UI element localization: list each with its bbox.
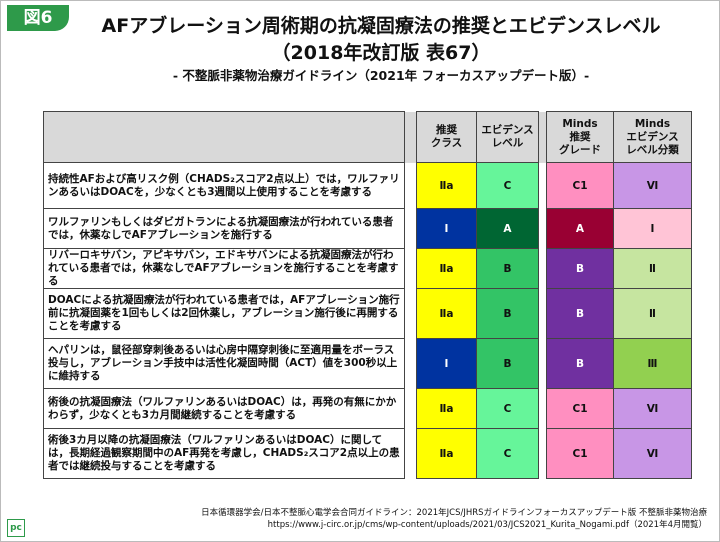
- recommendation-text: 術後3カ月以降の抗凝固療法（ワルファリンあるいはDOAC）に関しては，長期経過観…: [43, 428, 405, 479]
- header-cell: [43, 111, 405, 163]
- grade-cell: C1: [546, 388, 614, 429]
- table-row: 術後の抗凝固療法（ワルファリンあるいはDOAC）は，再発の有無にかかわらず，少な…: [43, 388, 692, 429]
- header-cell: エビデンス レベル: [476, 111, 539, 163]
- gap: [538, 388, 547, 429]
- recommendation-text: ヘパリンは，鼠径部穿刺後あるいは心房中隔穿刺後に至適用量をボーラス投与し，アブレ…: [43, 338, 405, 389]
- gap: [538, 428, 547, 479]
- grade-cell: B: [476, 288, 539, 339]
- grade-cell: C1: [546, 162, 614, 209]
- grade-cell: A: [476, 208, 539, 249]
- gap: [404, 388, 417, 429]
- recommendation-text: リバーロキサバン，アピキサバン，エドキサバンによる抗凝固療法が行われている患者で…: [43, 248, 405, 289]
- table-row: 持続性AFおよび高リスク例（CHADS₂スコア2点以上）では，ワルファリンあるい…: [43, 162, 692, 209]
- subtitle: - 不整脈非薬物治療ガイドライン（2021年 フォーカスアップデート版）-: [172, 68, 590, 83]
- grade-cell: Ⅰ: [416, 338, 477, 389]
- recommendation-text: ワルファリンもしくはダビガトランによる抗凝固療法が行われている患者では，休薬なし…: [43, 208, 405, 249]
- grade-cell: C: [476, 428, 539, 479]
- grade-cell: Ⅱa: [416, 388, 477, 429]
- logo: pc: [7, 519, 25, 537]
- gap: [538, 288, 547, 339]
- gap: [404, 111, 417, 163]
- gap: [404, 248, 417, 289]
- table-row: リバーロキサバン，アピキサバン，エドキサバンによる抗凝固療法が行われている患者で…: [43, 248, 692, 289]
- recommendation-text: DOACによる抗凝固療法が行われている患者では，AFアブレーション施行前に抗凝固…: [43, 288, 405, 339]
- recommendation-text: 持続性AFおよび高リスク例（CHADS₂スコア2点以上）では，ワルファリンあるい…: [43, 162, 405, 209]
- figure-badge: 図6: [7, 5, 69, 31]
- grade-cell: Ⅱa: [416, 288, 477, 339]
- gap: [404, 208, 417, 249]
- grade-cell: Ⅲ: [613, 338, 692, 389]
- grade-cell: Ⅵ: [613, 388, 692, 429]
- title-line: AFアブレーション周術期の抗凝固療法の推奨とエビデンスレベル: [101, 15, 661, 37]
- table-row: ヘパリンは，鼠径部穿刺後あるいは心房中隔穿刺後に至適用量をボーラス投与し，アブレ…: [43, 338, 692, 389]
- grade-cell: B: [546, 338, 614, 389]
- grade-cell: Ⅱa: [416, 428, 477, 479]
- grade-cell: Ⅰ: [416, 208, 477, 249]
- header-cell: Minds 推奨 グレード: [546, 111, 614, 163]
- grade-cell: Ⅰ: [613, 208, 692, 249]
- table-row: 術後3カ月以降の抗凝固療法（ワルファリンあるいはDOAC）に関しては，長期経過観…: [43, 428, 692, 479]
- grade-cell: B: [546, 248, 614, 289]
- table-row: DOACによる抗凝固療法が行われている患者では，AFアブレーション施行前に抗凝固…: [43, 288, 692, 339]
- gap: [538, 208, 547, 249]
- gap: [404, 428, 417, 479]
- grade-cell: B: [546, 288, 614, 339]
- grade-cell: B: [476, 248, 539, 289]
- recommendation-text: 術後の抗凝固療法（ワルファリンあるいはDOAC）は，再発の有無にかかわらず，少な…: [43, 388, 405, 429]
- gap: [404, 288, 417, 339]
- grade-cell: B: [476, 338, 539, 389]
- grade-cell: C1: [546, 428, 614, 479]
- gap: [538, 162, 547, 209]
- gap: [404, 338, 417, 389]
- gap: [404, 162, 417, 209]
- grade-cell: A: [546, 208, 614, 249]
- grade-cell: Ⅱa: [416, 162, 477, 209]
- grade-cell: C: [476, 162, 539, 209]
- source-line: 日本循環器学会/日本不整脈心電学会合同ガイドライン：2021年JCS/JHRSガ…: [201, 508, 707, 518]
- gap: [538, 111, 547, 163]
- header-cell: 推奨 クラス: [416, 111, 477, 163]
- title-line: （2018年改訂版 表67）: [271, 42, 491, 64]
- gap: [538, 248, 547, 289]
- table-row: ワルファリンもしくはダビガトランによる抗凝固療法が行われている患者では，休薬なし…: [43, 208, 692, 249]
- grade-cell: Ⅱ: [613, 288, 692, 339]
- grade-cell: Ⅵ: [613, 162, 692, 209]
- grade-cell: Ⅱ: [613, 248, 692, 289]
- gap: [538, 338, 547, 389]
- grade-cell: Ⅱa: [416, 248, 477, 289]
- header-cell: Minds エビデンス レベル分類: [613, 111, 692, 163]
- source: 日本循環器学会/日本不整脈心電学会合同ガイドライン：2021年JCS/JHRSガ…: [201, 507, 707, 531]
- source-line: https://www.j-circ.or.jp/cms/wp-content/…: [267, 520, 707, 530]
- grade-cell: C: [476, 388, 539, 429]
- grade-cell: Ⅵ: [613, 428, 692, 479]
- header-row: 推奨 クラス エビデンス レベル Minds 推奨 グレード Minds エビデンス …: [43, 111, 692, 163]
- recommendation-table: 推奨 クラス エビデンス レベル Minds 推奨 グレード Minds エビデンス …: [43, 111, 692, 479]
